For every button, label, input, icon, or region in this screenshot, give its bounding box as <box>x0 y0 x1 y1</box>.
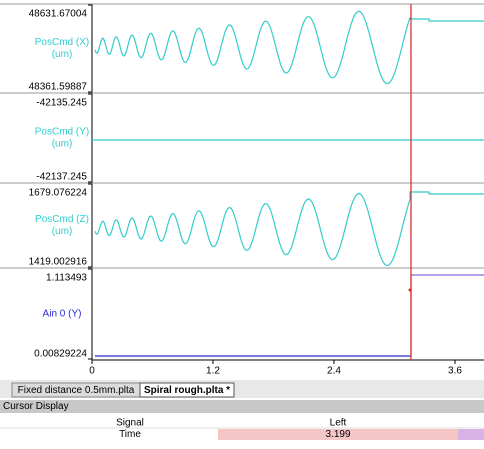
axis-min: 1419.002916 <box>29 257 88 268</box>
cell: Left <box>330 418 347 429</box>
channel-name: PosCmd (X) <box>35 37 89 48</box>
axis-max: 1.113493 <box>46 273 87 284</box>
tab-label[interactable]: Spiral rough.plta * <box>144 385 230 396</box>
axis-min: 0.00829224 <box>34 349 87 360</box>
axis-min: -42137.245 <box>36 172 87 183</box>
cursor-marker <box>408 288 412 292</box>
channel-unit: (um) <box>52 139 73 150</box>
row-label: Time <box>119 429 141 440</box>
plot-background <box>0 0 484 380</box>
channel-name: PosCmd (Z) <box>35 214 89 225</box>
channel-unit: (um) <box>52 226 73 237</box>
channel-name: Ain 0 (Y) <box>43 309 82 320</box>
tab-active[interactable] <box>139 382 235 398</box>
cell: 3.199 <box>325 429 350 440</box>
axis-max: 1679.076224 <box>29 188 88 199</box>
x-tick-label: 1.2 <box>206 366 220 377</box>
axis-max: -42135.245 <box>36 98 87 109</box>
axis-min: 48361.59887 <box>29 82 88 93</box>
channel-name: PosCmd (Y) <box>35 127 89 138</box>
row-label: Signal <box>116 418 144 429</box>
channel-unit: (um) <box>52 49 73 60</box>
x-tick-label: 0 <box>89 366 95 377</box>
axis-max: 48631.67004 <box>29 9 88 20</box>
section-title: Cursor Display <box>3 401 69 412</box>
tab-label[interactable]: Fixed distance 0.5mm.plta <box>18 385 135 396</box>
trace <box>94 191 484 267</box>
trace <box>94 10 484 85</box>
cell-highlight <box>218 429 458 440</box>
x-tick-label: 2.4 <box>327 366 341 377</box>
x-tick-label: 3.6 <box>448 366 462 377</box>
section-header <box>0 400 484 413</box>
cell-highlight <box>458 429 484 440</box>
